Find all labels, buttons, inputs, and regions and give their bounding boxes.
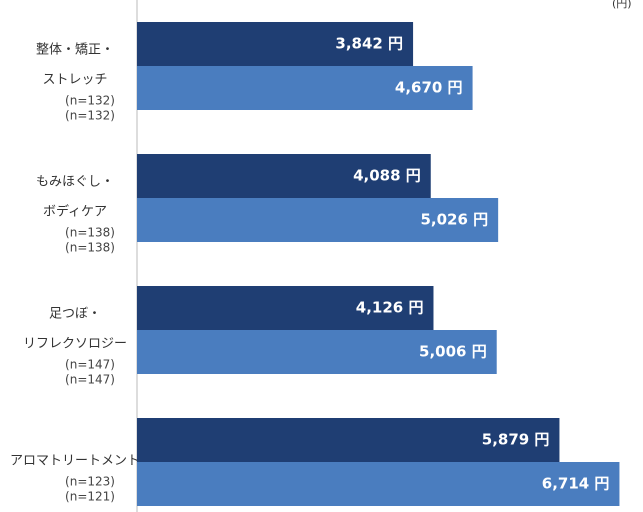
value-label: 4,670 円 [395, 79, 463, 97]
value-label: 4,126 円 [356, 299, 424, 317]
value-label: 5,006 円 [419, 343, 487, 361]
sample-size: (n=147) [65, 373, 115, 387]
bar [137, 198, 499, 242]
value-label: 3,842 円 [335, 35, 403, 53]
category-label: アロマトリートメント [10, 454, 140, 469]
bar [137, 462, 620, 506]
value-label: 4,088 円 [353, 167, 421, 185]
category-label: リフレクソロジー [23, 337, 127, 352]
sample-size: (n=132) [65, 94, 115, 108]
sample-size: (n=123) [65, 475, 115, 489]
sample-size: (n=132) [65, 109, 115, 123]
bar [137, 66, 473, 110]
sample-size: (n=138) [65, 226, 115, 240]
sample-size: (n=147) [65, 358, 115, 372]
unit-label: (円) [612, 0, 632, 10]
category-label: 足つぼ・ [49, 307, 101, 322]
bar [137, 286, 434, 330]
category-label: 整体・矯正・ [36, 43, 114, 58]
category-label: ボディケア [43, 204, 107, 220]
bar [137, 22, 414, 66]
sample-size: (n=138) [65, 241, 115, 255]
value-label: 5,026 円 [420, 211, 488, 229]
bar [137, 154, 431, 198]
category-label: もみほぐし・ [36, 175, 114, 190]
category-label: ストレッチ [42, 73, 107, 88]
bar [137, 418, 560, 462]
sample-size: (n=121) [65, 490, 115, 504]
value-label: 5,879 円 [482, 431, 550, 449]
value-label: 6,714 円 [542, 475, 610, 493]
bar [137, 330, 497, 374]
